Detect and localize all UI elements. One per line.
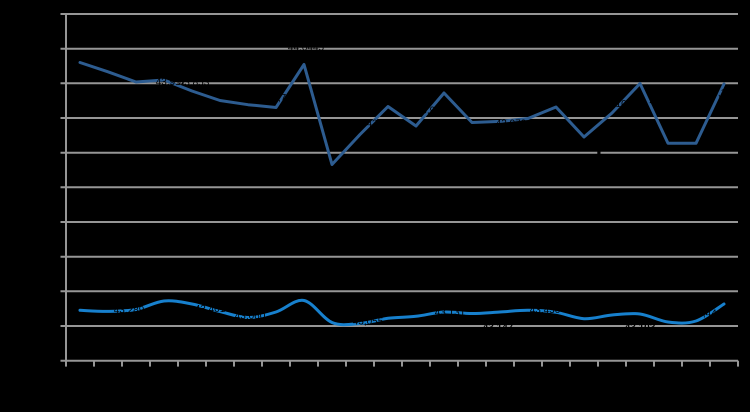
svg-text:43: 43 — [649, 97, 661, 108]
svg-text:44,103: 44,103 — [602, 99, 633, 110]
svg-text:43,430: 43,430 — [530, 305, 561, 316]
svg-text:43,979: 43,979 — [496, 119, 527, 130]
svg-text:43,441: 43,441 — [692, 309, 723, 320]
svg-text:43,289: 43,289 — [114, 305, 145, 316]
svg-text:43,131: 43,131 — [435, 308, 466, 319]
svg-text:43,761: 43,761 — [267, 93, 298, 104]
svg-text:43,147: 43,147 — [483, 323, 514, 334]
svg-text:44,0445: 44,0445 — [288, 43, 325, 54]
svg-text:43,055: 43,055 — [353, 317, 384, 328]
svg-text:43,401: 43,401 — [195, 304, 226, 315]
svg-text:43,853: 43,853 — [179, 78, 210, 89]
svg-text:43,060: 43,060 — [235, 311, 266, 322]
svg-text:43,103: 43,103 — [625, 323, 656, 334]
svg-text:43,996: 43,996 — [416, 106, 447, 117]
svg-text:43: 43 — [366, 119, 378, 130]
svg-text:43,912: 43,912 — [156, 77, 187, 88]
svg-text:44,129: 44,129 — [707, 88, 738, 99]
